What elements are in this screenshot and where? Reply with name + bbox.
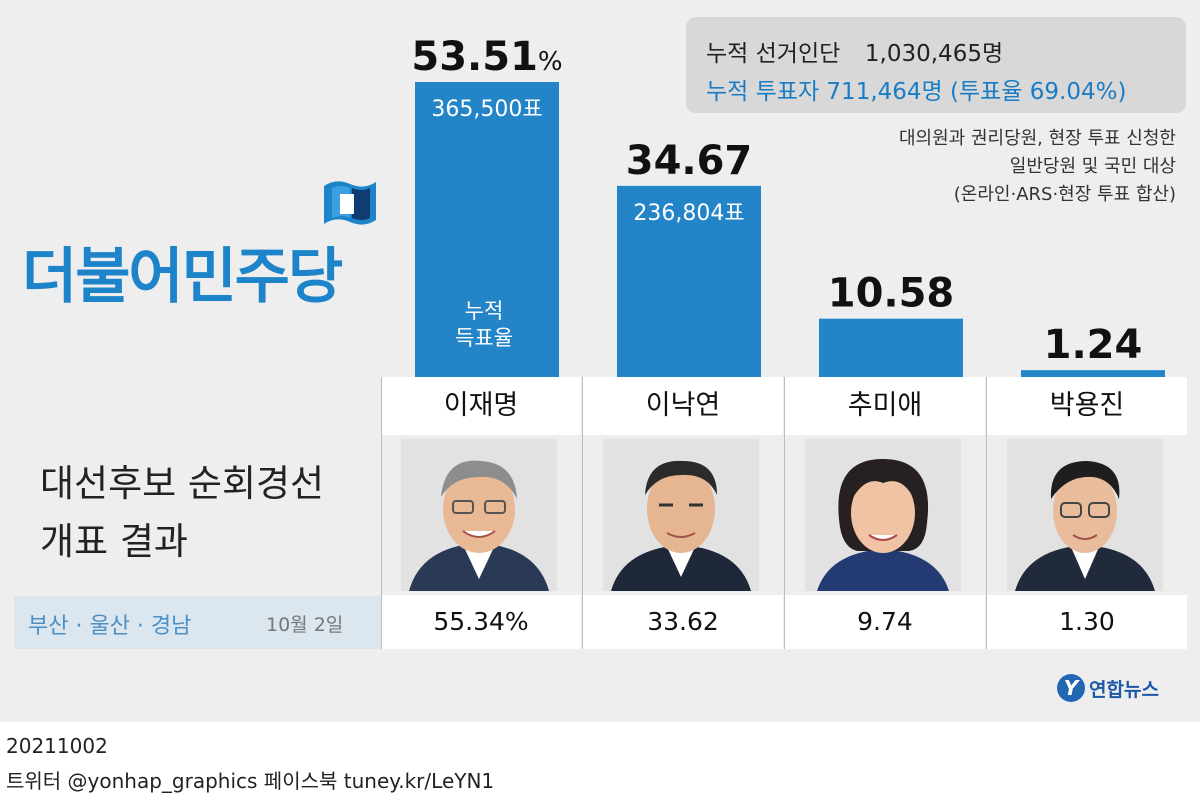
- candidate-photo: [805, 439, 961, 591]
- candidate-photo: [1007, 439, 1163, 591]
- candidate-photo: [603, 439, 759, 591]
- bar-caption-line-1: 누적: [464, 299, 504, 323]
- region-result-value: 1.30: [987, 595, 1187, 649]
- candidate-photo: [401, 439, 557, 591]
- bar-추미애: [819, 318, 963, 377]
- table-divider: [784, 377, 785, 649]
- region-result-value: 33.62: [583, 595, 783, 649]
- bar-value-label: 34.67: [626, 138, 753, 184]
- bar-이낙연: [617, 185, 761, 377]
- chart-title-line-1: 대선후보 순회경선: [40, 462, 325, 505]
- yonhap-logo-text: 연합뉴스: [1089, 679, 1159, 701]
- candidate-photo-cell: [987, 435, 1187, 595]
- turnout-info-box: [686, 17, 1186, 113]
- region-date: 10월 2일: [266, 614, 344, 636]
- candidate-table: 이재명 이낙연 추미애 박용진: [381, 377, 1187, 649]
- infographic-canvas: 더불어민주당 누적 선거인단 1,030,465명 누적 투표자 711,464…: [0, 0, 1200, 722]
- region-row-background: [14, 596, 381, 649]
- vote-share-bar-chart: 53.51% 365,500표 34.67 236,804표 10.58 1.24: [411, 34, 1165, 377]
- bar-이재명: [415, 82, 559, 377]
- candidate-photo-cell: [583, 435, 783, 595]
- note-line-3: (온라인·ARS·현장 투표 합산): [953, 184, 1176, 205]
- table-divider: [986, 377, 987, 649]
- note-line-2: 일반당원 및 국민 대상: [1009, 156, 1176, 177]
- candidate-name: 박용진: [987, 377, 1187, 435]
- region-name: 부산 · 울산 · 경남: [28, 614, 192, 639]
- region-result-value: 55.34%: [381, 595, 581, 649]
- bar-value-label: 10.58: [828, 271, 955, 317]
- candidate-name: 이낙연: [583, 377, 783, 435]
- chart-title-line-2: 개표 결과: [40, 520, 188, 563]
- yonhap-logo-icon: Y: [1057, 674, 1085, 702]
- bar-caption: 누적 득표율: [415, 298, 553, 352]
- party-logo-text: 더불어민주당: [22, 242, 343, 312]
- bar-박용진: [1021, 370, 1165, 377]
- footer-sns: 트위터 @yonhap_graphics 페이스북 tuney.kr/LeYN1: [6, 769, 495, 793]
- total-voters-line: 누적 투표자 711,464명 (투표율 69.04%): [706, 79, 1127, 105]
- candidate-name: 추미애: [785, 377, 985, 435]
- total-electors-line: 누적 선거인단 1,030,465명: [706, 34, 1003, 68]
- region-result-value: 9.74: [785, 595, 985, 649]
- bar-votes-label: 365,500표: [431, 97, 542, 122]
- bar-value-label: 53.51%: [411, 34, 562, 80]
- bar-value-unit: %: [538, 47, 563, 77]
- bar-value-label: 1.24: [1044, 322, 1143, 368]
- candidate-photo-cell: [381, 435, 581, 595]
- bar-caption-line-2: 득표율: [455, 326, 513, 350]
- bar-votes-label: 236,804표: [633, 201, 744, 226]
- note-line-1: 대의원과 권리당원, 현장 투표 신청한: [898, 128, 1176, 149]
- table-divider: [582, 377, 583, 649]
- footer-date: 20211002: [6, 734, 108, 758]
- total-electors-label: 누적 선거인단: [706, 41, 841, 67]
- party-flag-icon: [324, 181, 376, 225]
- candidate-photo-cell: [785, 435, 985, 595]
- total-electors-value: 1,030,465명: [864, 41, 1004, 67]
- candidate-name: 이재명: [381, 377, 581, 435]
- table-divider: [381, 377, 382, 649]
